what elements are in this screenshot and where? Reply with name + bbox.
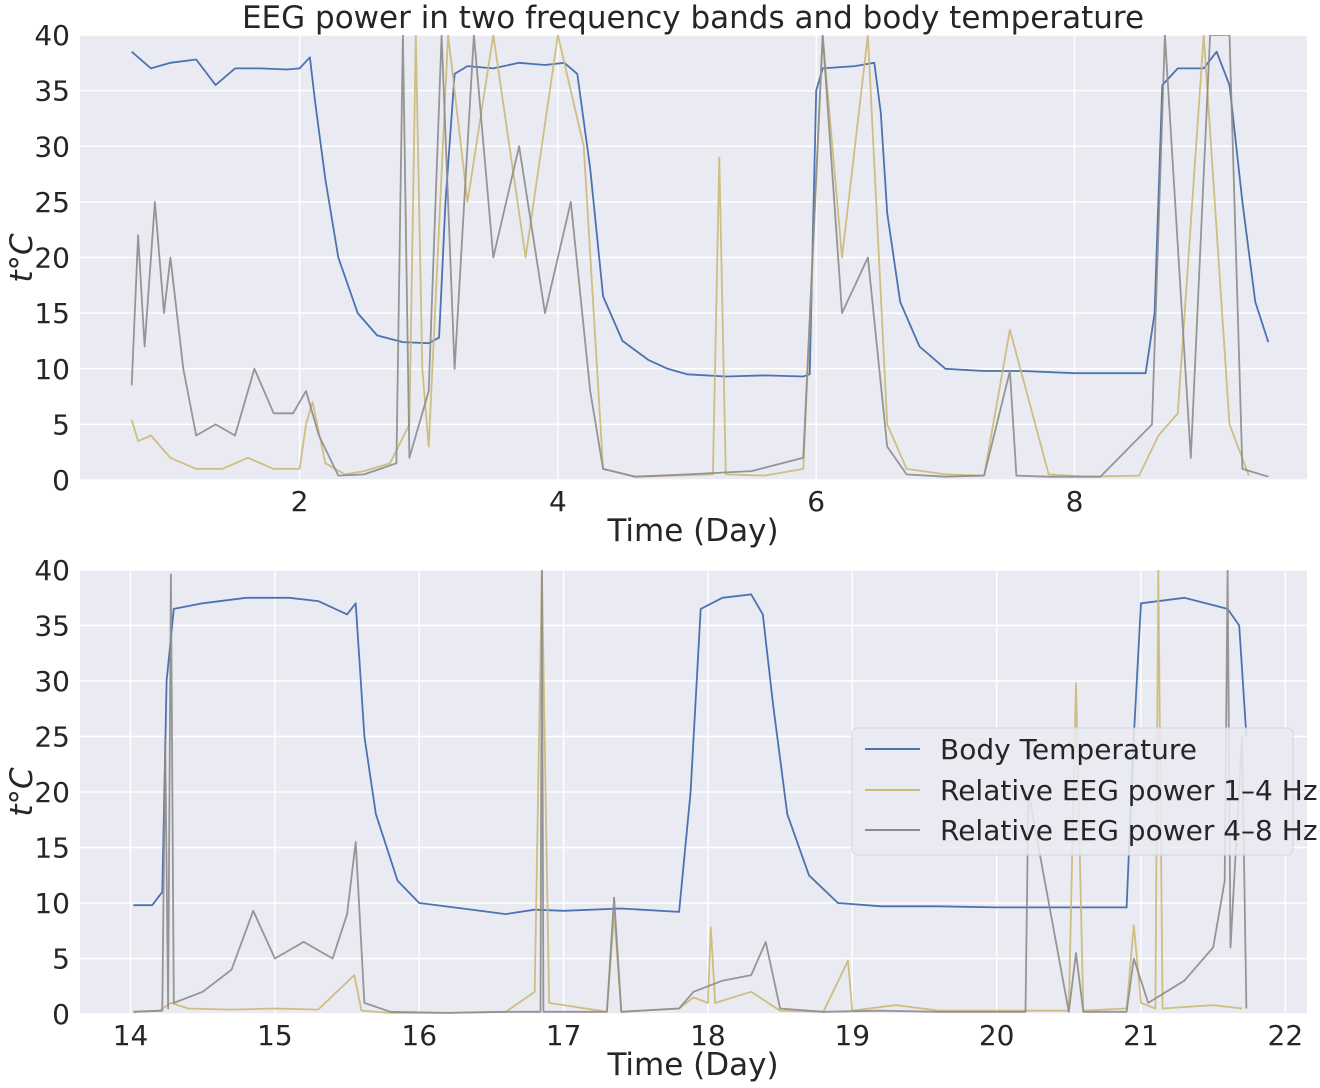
x-tick-label: 22: [1268, 1019, 1304, 1052]
y-tick-label: 35: [34, 75, 70, 108]
x-tick-label: 15: [257, 1019, 293, 1052]
x-tick-label: 14: [113, 1019, 149, 1052]
y-tick-label: 0: [52, 464, 70, 497]
series-line-body-temperature: [131, 50, 1270, 378]
bottom-series-lines: [133, 570, 1248, 1014]
bottom-panel: 14 15 16 17 18 19 20 21 22 0 5 10 15 20 25 30 35 40 Time …: [4, 554, 1318, 1083]
x-tick-label: 20: [979, 1019, 1015, 1052]
bottom-y-axis-label: t°C: [4, 767, 40, 817]
series-line-eeg-4-8: [130, 35, 1269, 478]
y-tick-label: 15: [34, 832, 70, 865]
y-tick-label: 10: [34, 353, 70, 386]
bottom-tick-labels: 14 15 16 17 18 19 20 21 22 0 5 10 15 20 25 30 35 40: [34, 554, 1303, 1052]
x-tick-label: 2: [291, 485, 309, 518]
y-tick-label: 30: [34, 665, 70, 698]
legend-label-eeg-4-8: Relative EEG power 4–8 Hz: [940, 814, 1318, 847]
y-tick-label: 10: [34, 887, 70, 920]
y-tick-label: 20: [34, 242, 70, 275]
legend: Body Temperature Relative EEG power 1–4 …: [851, 727, 1318, 856]
y-tick-label: 20: [34, 776, 70, 809]
top-tick-labels: 2 4 6 8 0 5 10 15 20 25 30 35 40: [34, 19, 1083, 518]
bottom-x-axis-label: Time (Day): [606, 1047, 778, 1083]
y-tick-label: 40: [34, 19, 70, 52]
y-tick-label: 25: [34, 721, 70, 754]
y-tick-label: 5: [52, 408, 70, 441]
x-tick-label: 4: [549, 485, 567, 518]
y-tick-label: 40: [34, 554, 70, 587]
legend-label-body-temperature: Body Temperature: [940, 733, 1197, 766]
x-tick-label: 6: [807, 485, 825, 518]
x-tick-label: 17: [546, 1019, 582, 1052]
y-tick-label: 0: [52, 998, 70, 1031]
x-tick-label: 21: [1123, 1019, 1159, 1052]
y-tick-label: 5: [52, 943, 70, 976]
top-y-axis-label: t°C: [4, 233, 40, 283]
x-tick-label: 8: [1066, 485, 1084, 518]
legend-label-eeg-1-4: Relative EEG power 1–4 Hz: [940, 774, 1318, 807]
legend-box: [851, 727, 1294, 856]
top-series-lines: [130, 35, 1270, 478]
top-panel: 2 4 6 8 0 5 10 15 20 25 30 35 40 EEG power in two fr…: [4, 0, 1307, 549]
series-line-eeg-1-4: [130, 35, 1250, 478]
y-tick-label: 30: [34, 130, 70, 163]
series-line-body-temperature: [133, 593, 1248, 915]
x-tick-label: 19: [834, 1019, 870, 1052]
series-line-eeg-4-8: [133, 570, 1248, 1014]
y-tick-label: 25: [34, 186, 70, 219]
chart-title: EEG power in two frequency bands and bod…: [242, 0, 1144, 36]
x-tick-label: 16: [401, 1019, 437, 1052]
bottom-grid: [80, 569, 1307, 1015]
y-tick-label: 15: [34, 297, 70, 330]
x-tick-label: 18: [690, 1019, 726, 1052]
y-tick-label: 35: [34, 610, 70, 643]
top-x-axis-label: Time (Day): [606, 513, 778, 549]
